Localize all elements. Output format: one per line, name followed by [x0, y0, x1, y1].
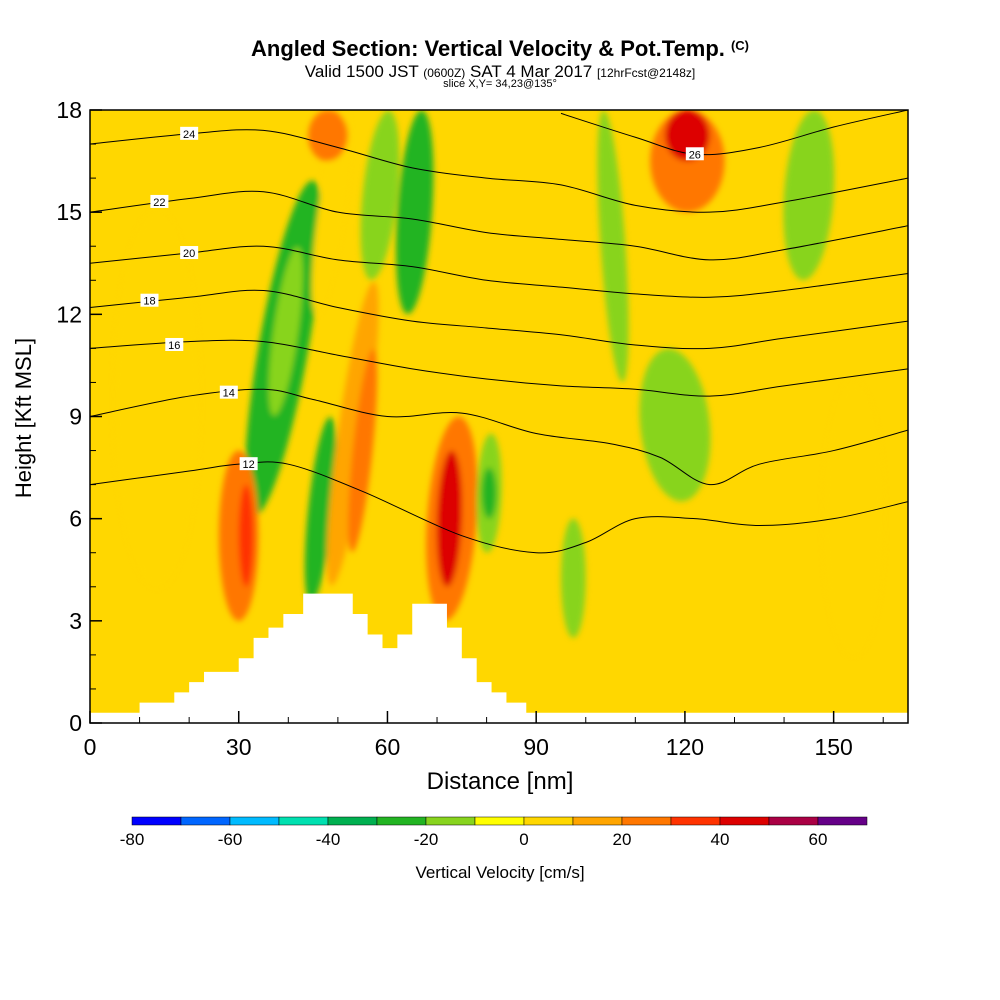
x-axis-label: Distance [nm] — [426, 768, 574, 795]
theta-contour-14 — [90, 388, 908, 486]
velocity-cell-14 — [597, 110, 629, 383]
colorbar-swatch-8 — [523, 816, 574, 826]
forecast-info: [12hrFcst@2148z] — [596, 66, 696, 80]
colorbar-swatch-3 — [278, 816, 329, 826]
colorbar-tick-60: 60 — [809, 830, 828, 849]
y-tick-label-0: 0 — [69, 710, 82, 736]
colorbar-tick--20: -20 — [414, 830, 439, 849]
colorbar-swatch-2 — [229, 816, 280, 826]
colorbar-tick-20: 20 — [613, 830, 632, 849]
contour-label-20: 20 — [183, 248, 195, 260]
velocity-cell-6 — [360, 110, 400, 280]
contour-label-12: 12 — [243, 459, 255, 471]
plot-background — [90, 110, 908, 723]
x-tick-label-30: 30 — [226, 734, 252, 760]
colorbar-swatch-5 — [376, 816, 427, 826]
theta-contour-26 — [560, 110, 908, 156]
contour-label-22: 22 — [153, 197, 165, 209]
contour-label-24: 24 — [183, 129, 195, 141]
y-tick-label-15: 15 — [56, 199, 82, 225]
theta-contour-24 — [90, 129, 908, 213]
y-tick-label-6: 6 — [69, 506, 82, 532]
contour-label-bg-20 — [180, 246, 199, 260]
theta-contour-18 — [90, 289, 908, 350]
colorbar-swatch-6 — [425, 816, 476, 826]
colorbar-tick--40: -40 — [316, 830, 341, 849]
colorbar-swatch-13 — [768, 816, 819, 826]
x-tick-label-90: 90 — [523, 734, 549, 760]
colorbar-swatch-4 — [327, 816, 378, 826]
velocity-cell-12 — [308, 110, 348, 162]
x-tick-label-60: 60 — [375, 734, 401, 760]
chart-subtitle: Valid 1500 JST (0600Z) SAT 4 Mar 2017 [1… — [0, 62, 1000, 82]
contour-label-bg-16 — [165, 337, 184, 351]
velocity-cell-1 — [268, 247, 303, 416]
chart-title: Angled Section: Vertical Velocity & Pot.… — [0, 36, 1000, 62]
contour-label-bg-14 — [219, 385, 238, 399]
colorbar-swatch-14 — [817, 816, 868, 826]
contour-label-16: 16 — [168, 340, 180, 352]
velocity-cell-9 — [436, 450, 463, 587]
theta-contour-12 — [90, 461, 908, 554]
colorbar-tick-40: 40 — [711, 830, 730, 849]
colorbar-tick-0: 0 — [519, 830, 528, 849]
contour-label-26: 26 — [689, 149, 701, 161]
contour-label-bg-22 — [150, 194, 169, 208]
colorbar-swatch-0 — [131, 816, 182, 826]
slice-info: slice X,Y= 34,23@135° — [443, 78, 557, 90]
terrain — [90, 593, 908, 723]
velocity-cell-20 — [238, 484, 254, 587]
velocity-cell-7 — [396, 110, 434, 315]
theta-contour-22 — [90, 190, 908, 261]
contour-label-bg-12 — [239, 457, 258, 471]
colorbar-swatch-12 — [719, 816, 770, 826]
contour-label-bg-24 — [180, 126, 199, 140]
velocity-cell-21 — [114, 212, 200, 587]
y-tick-label-3: 3 — [69, 608, 82, 634]
y-tick-label-18: 18 — [56, 97, 82, 123]
velocity-cell-17 — [639, 348, 711, 502]
theta-contour-20 — [90, 245, 908, 298]
y-tick-label-12: 12 — [56, 301, 82, 327]
title-text: Angled Section: Vertical Velocity & Pot.… — [251, 36, 725, 61]
colorbar-swatch-7 — [474, 816, 525, 826]
velocity-cell-11 — [481, 467, 497, 519]
velocity-cell-13 — [560, 518, 586, 638]
velocity-cell-5 — [348, 348, 378, 553]
colorbar-swatch-11 — [670, 816, 721, 826]
copyright-mark: (C) — [730, 38, 749, 53]
velocity-cell-4 — [326, 281, 379, 586]
x-tick-label-120: 120 — [666, 734, 704, 760]
colorbar-tick--80: -80 — [120, 830, 145, 849]
x-tick-label-150: 150 — [814, 734, 852, 760]
theta-contour-16 — [90, 339, 908, 397]
colorbar-swatch-10 — [621, 816, 672, 826]
velocity-cell-22 — [823, 382, 884, 655]
contour-label-14: 14 — [223, 388, 235, 400]
colorbar-label: Vertical Velocity [cm/s] — [415, 863, 585, 882]
velocity-cell-3 — [311, 110, 350, 314]
velocity-cell-2 — [304, 417, 337, 604]
colorbar-tick--60: -60 — [218, 830, 243, 849]
contour-label-bg-26 — [685, 147, 704, 161]
y-tick-label-9: 9 — [69, 404, 82, 430]
contour-label-bg-18 — [140, 293, 159, 307]
valid-utc: (0600Z) — [423, 66, 466, 80]
valid-prefix: Valid 1500 JST — [304, 62, 419, 81]
velocity-cell-18 — [783, 110, 835, 281]
valid-date: SAT 4 Mar 2017 — [470, 62, 593, 81]
colorbar-swatch-1 — [180, 816, 231, 826]
colorbar-swatch-9 — [572, 816, 623, 826]
contour-label-18: 18 — [143, 296, 155, 308]
x-tick-label-0: 0 — [84, 734, 97, 760]
